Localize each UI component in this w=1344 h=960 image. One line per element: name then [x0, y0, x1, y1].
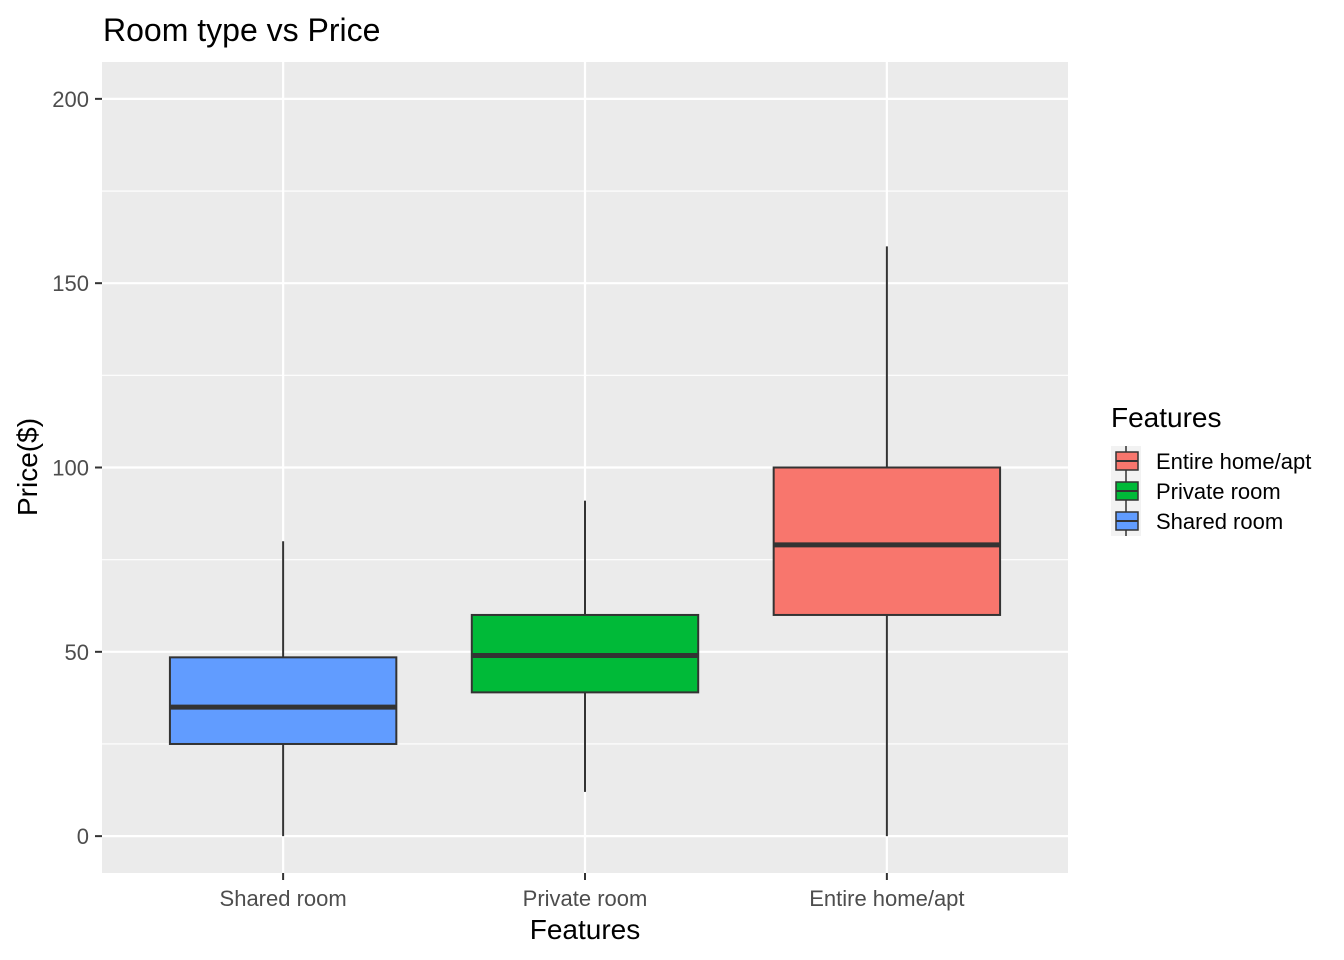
- boxes-layer: [168, 246, 1002, 837]
- y-tick-label: 200: [52, 87, 89, 112]
- chart-title: Room type vs Price: [103, 12, 380, 48]
- x-tick-label: Shared room: [220, 886, 347, 911]
- legend-label: Entire home/apt: [1156, 449, 1311, 474]
- x-axis-title: Features: [530, 914, 641, 945]
- legend-items: Entire home/apt Private room Shared room: [1111, 446, 1311, 536]
- y-tick-label: 50: [65, 640, 89, 665]
- box-private-room: [470, 500, 700, 792]
- box-shared-room: [168, 541, 398, 837]
- box-entire-home-apt: [772, 246, 1002, 837]
- y-tick-label: 100: [52, 456, 89, 481]
- legend: Features Entire home/apt Private room Shar…: [1111, 402, 1311, 536]
- legend-label: Private room: [1156, 479, 1281, 504]
- y-axis: 0 50 100 150 200: [52, 87, 102, 849]
- x-tick-label: Private room: [523, 886, 648, 911]
- y-tick-label: 0: [77, 824, 89, 849]
- legend-item: Private room: [1111, 476, 1281, 506]
- legend-title: Features: [1111, 402, 1222, 433]
- x-axis: Shared room Private room Entire home/apt: [220, 873, 965, 911]
- x-tick-label: Entire home/apt: [809, 886, 964, 911]
- legend-item: Entire home/apt: [1111, 446, 1311, 476]
- legend-item: Shared room: [1111, 506, 1283, 536]
- legend-label: Shared room: [1156, 509, 1283, 534]
- y-axis-title: Price($): [12, 418, 43, 516]
- box-body: [772, 466, 1002, 616]
- box-body: [168, 656, 398, 745]
- y-tick-label: 150: [52, 271, 89, 296]
